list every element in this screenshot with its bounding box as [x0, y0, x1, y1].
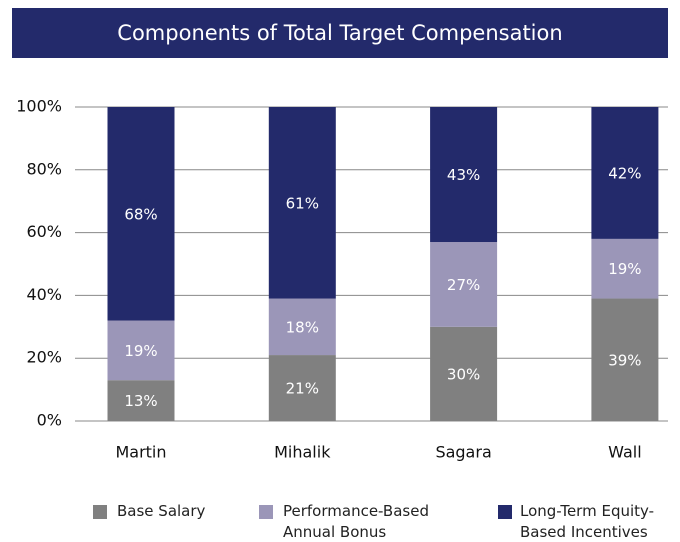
bar-segment: [430, 326, 498, 421]
bar-segment: [591, 107, 659, 239]
x-tick-label: Wall: [608, 443, 642, 462]
bar-segment: [107, 380, 175, 421]
data-label: 19%: [124, 342, 157, 360]
bar-segment: [268, 298, 336, 356]
x-tick-label: Mihalik: [274, 443, 331, 462]
data-label: 30%: [447, 365, 480, 383]
legend-label: Long-Term Equity-Based Incentives: [520, 502, 655, 541]
bar-segment: [268, 355, 336, 421]
data-label: 42%: [608, 164, 641, 182]
y-tick-label: 40%: [26, 285, 62, 304]
bar-segment: [430, 242, 498, 327]
legend-swatch: [498, 505, 512, 519]
bar-segment: [591, 238, 659, 299]
data-label: 39%: [608, 351, 641, 369]
data-label: 43%: [447, 166, 480, 184]
data-label: 27%: [447, 276, 480, 294]
data-label: 18%: [286, 318, 319, 336]
y-tick-label: 100%: [16, 97, 62, 116]
chart-title: Components of Total Target Compensation: [117, 21, 562, 45]
legend-swatch: [93, 505, 107, 519]
bar-segment: [430, 107, 498, 243]
bar-segment: [107, 320, 175, 381]
bar-segment: [107, 107, 175, 321]
y-tick-label: 80%: [26, 159, 62, 178]
title-banner: [12, 8, 668, 58]
legend-label: Base Salary: [117, 502, 206, 520]
bar-segment: [268, 107, 336, 299]
y-tick-label: 60%: [26, 222, 62, 241]
y-tick-label: 20%: [26, 348, 62, 367]
data-label: 13%: [124, 392, 157, 410]
data-label: 19%: [608, 260, 641, 278]
data-label: 68%: [124, 205, 157, 223]
legend-swatch: [259, 505, 273, 519]
legend-label: Performance-Based Annual Bonus: [283, 502, 429, 541]
data-label: 21%: [286, 380, 319, 398]
data-label: 61%: [286, 194, 319, 212]
x-tick-label: Martin: [115, 443, 166, 462]
bar-segment: [591, 298, 659, 421]
x-tick-label: Sagara: [435, 443, 491, 462]
y-tick-label: 0%: [37, 411, 62, 430]
